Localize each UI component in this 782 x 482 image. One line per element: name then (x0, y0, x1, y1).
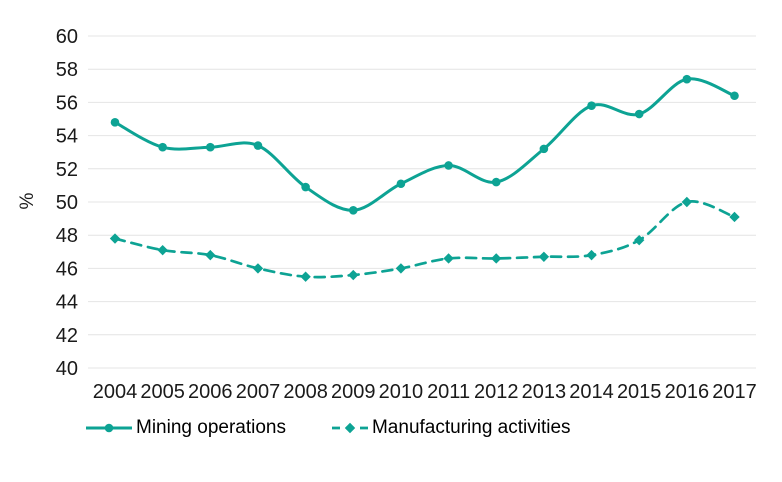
x-tick-label: 2017 (712, 381, 757, 403)
series-manufacturing (109, 196, 740, 282)
y-tick-label: 46 (56, 258, 78, 280)
data-point-marker (109, 233, 121, 244)
x-tick-label: 2015 (617, 381, 662, 403)
data-point-marker (395, 263, 407, 274)
x-tick-label: 2006 (188, 381, 233, 403)
solid-line-circle-marker-icon (86, 423, 132, 433)
y-tick-label: 54 (56, 126, 78, 148)
data-point-marker (348, 269, 359, 281)
data-point-marker (682, 74, 692, 84)
data-point-marker (110, 118, 120, 127)
data-point-marker (158, 142, 167, 152)
data-point-marker (206, 142, 215, 152)
data-point-marker (157, 244, 168, 256)
y-tick-label: 44 (56, 292, 78, 314)
data-point-marker (301, 182, 310, 192)
data-point-marker (681, 196, 693, 208)
x-tick-label: 2016 (665, 381, 710, 403)
data-point-marker (491, 177, 501, 187)
x-tick-label: 2004 (93, 381, 138, 403)
x-tick-label: 2011 (427, 381, 470, 403)
legend-item-manufacturing: Manufacturing activities (331, 417, 571, 439)
data-point-marker (634, 109, 644, 119)
data-point-marker (300, 271, 311, 282)
x-tick-label: 2009 (331, 381, 376, 403)
y-tick-label: 60 (56, 26, 78, 48)
legend: Mining operations Manufacturing activiti… (86, 417, 571, 439)
y-tick-label: 40 (56, 358, 78, 380)
data-point-marker (444, 161, 453, 170)
x-tick-label: 2012 (474, 381, 519, 403)
x-tick-label: 2007 (236, 381, 281, 403)
data-point-marker (443, 253, 454, 264)
data-point-marker (586, 249, 597, 261)
legend-item-mining: Mining operations (86, 417, 286, 439)
data-point-marker (205, 249, 216, 261)
series-mining (110, 74, 739, 215)
data-point-marker (730, 91, 739, 101)
x-tick-label: 2014 (569, 381, 614, 403)
legend-label-mining: Mining operations (136, 417, 286, 438)
x-tick-label: 2013 (522, 381, 567, 403)
data-point-marker (729, 211, 740, 223)
data-point-marker (491, 253, 502, 264)
x-tick-label: 2005 (140, 381, 185, 403)
data-point-marker (633, 234, 645, 246)
y-tick-label: 50 (56, 192, 78, 214)
x-tick-label: 2008 (283, 381, 328, 403)
data-point-marker (253, 141, 263, 150)
y-tick-label: 58 (56, 59, 78, 81)
dashed-line-diamond-marker-icon (331, 422, 368, 434)
data-point-marker (539, 144, 549, 154)
data-point-marker (396, 179, 406, 189)
x-tick-label: 2010 (379, 381, 424, 403)
y-tick-label: 56 (56, 92, 78, 114)
y-tick-label: 42 (56, 325, 78, 347)
data-point-marker (252, 263, 264, 274)
data-point-marker (538, 251, 550, 262)
data-point-marker (587, 101, 596, 111)
legend-label-manufacturing: Manufacturing activities (371, 417, 571, 438)
y-tick-label: 48 (56, 225, 78, 247)
data-point-marker (348, 206, 358, 215)
y-tick-label: 52 (56, 159, 78, 181)
